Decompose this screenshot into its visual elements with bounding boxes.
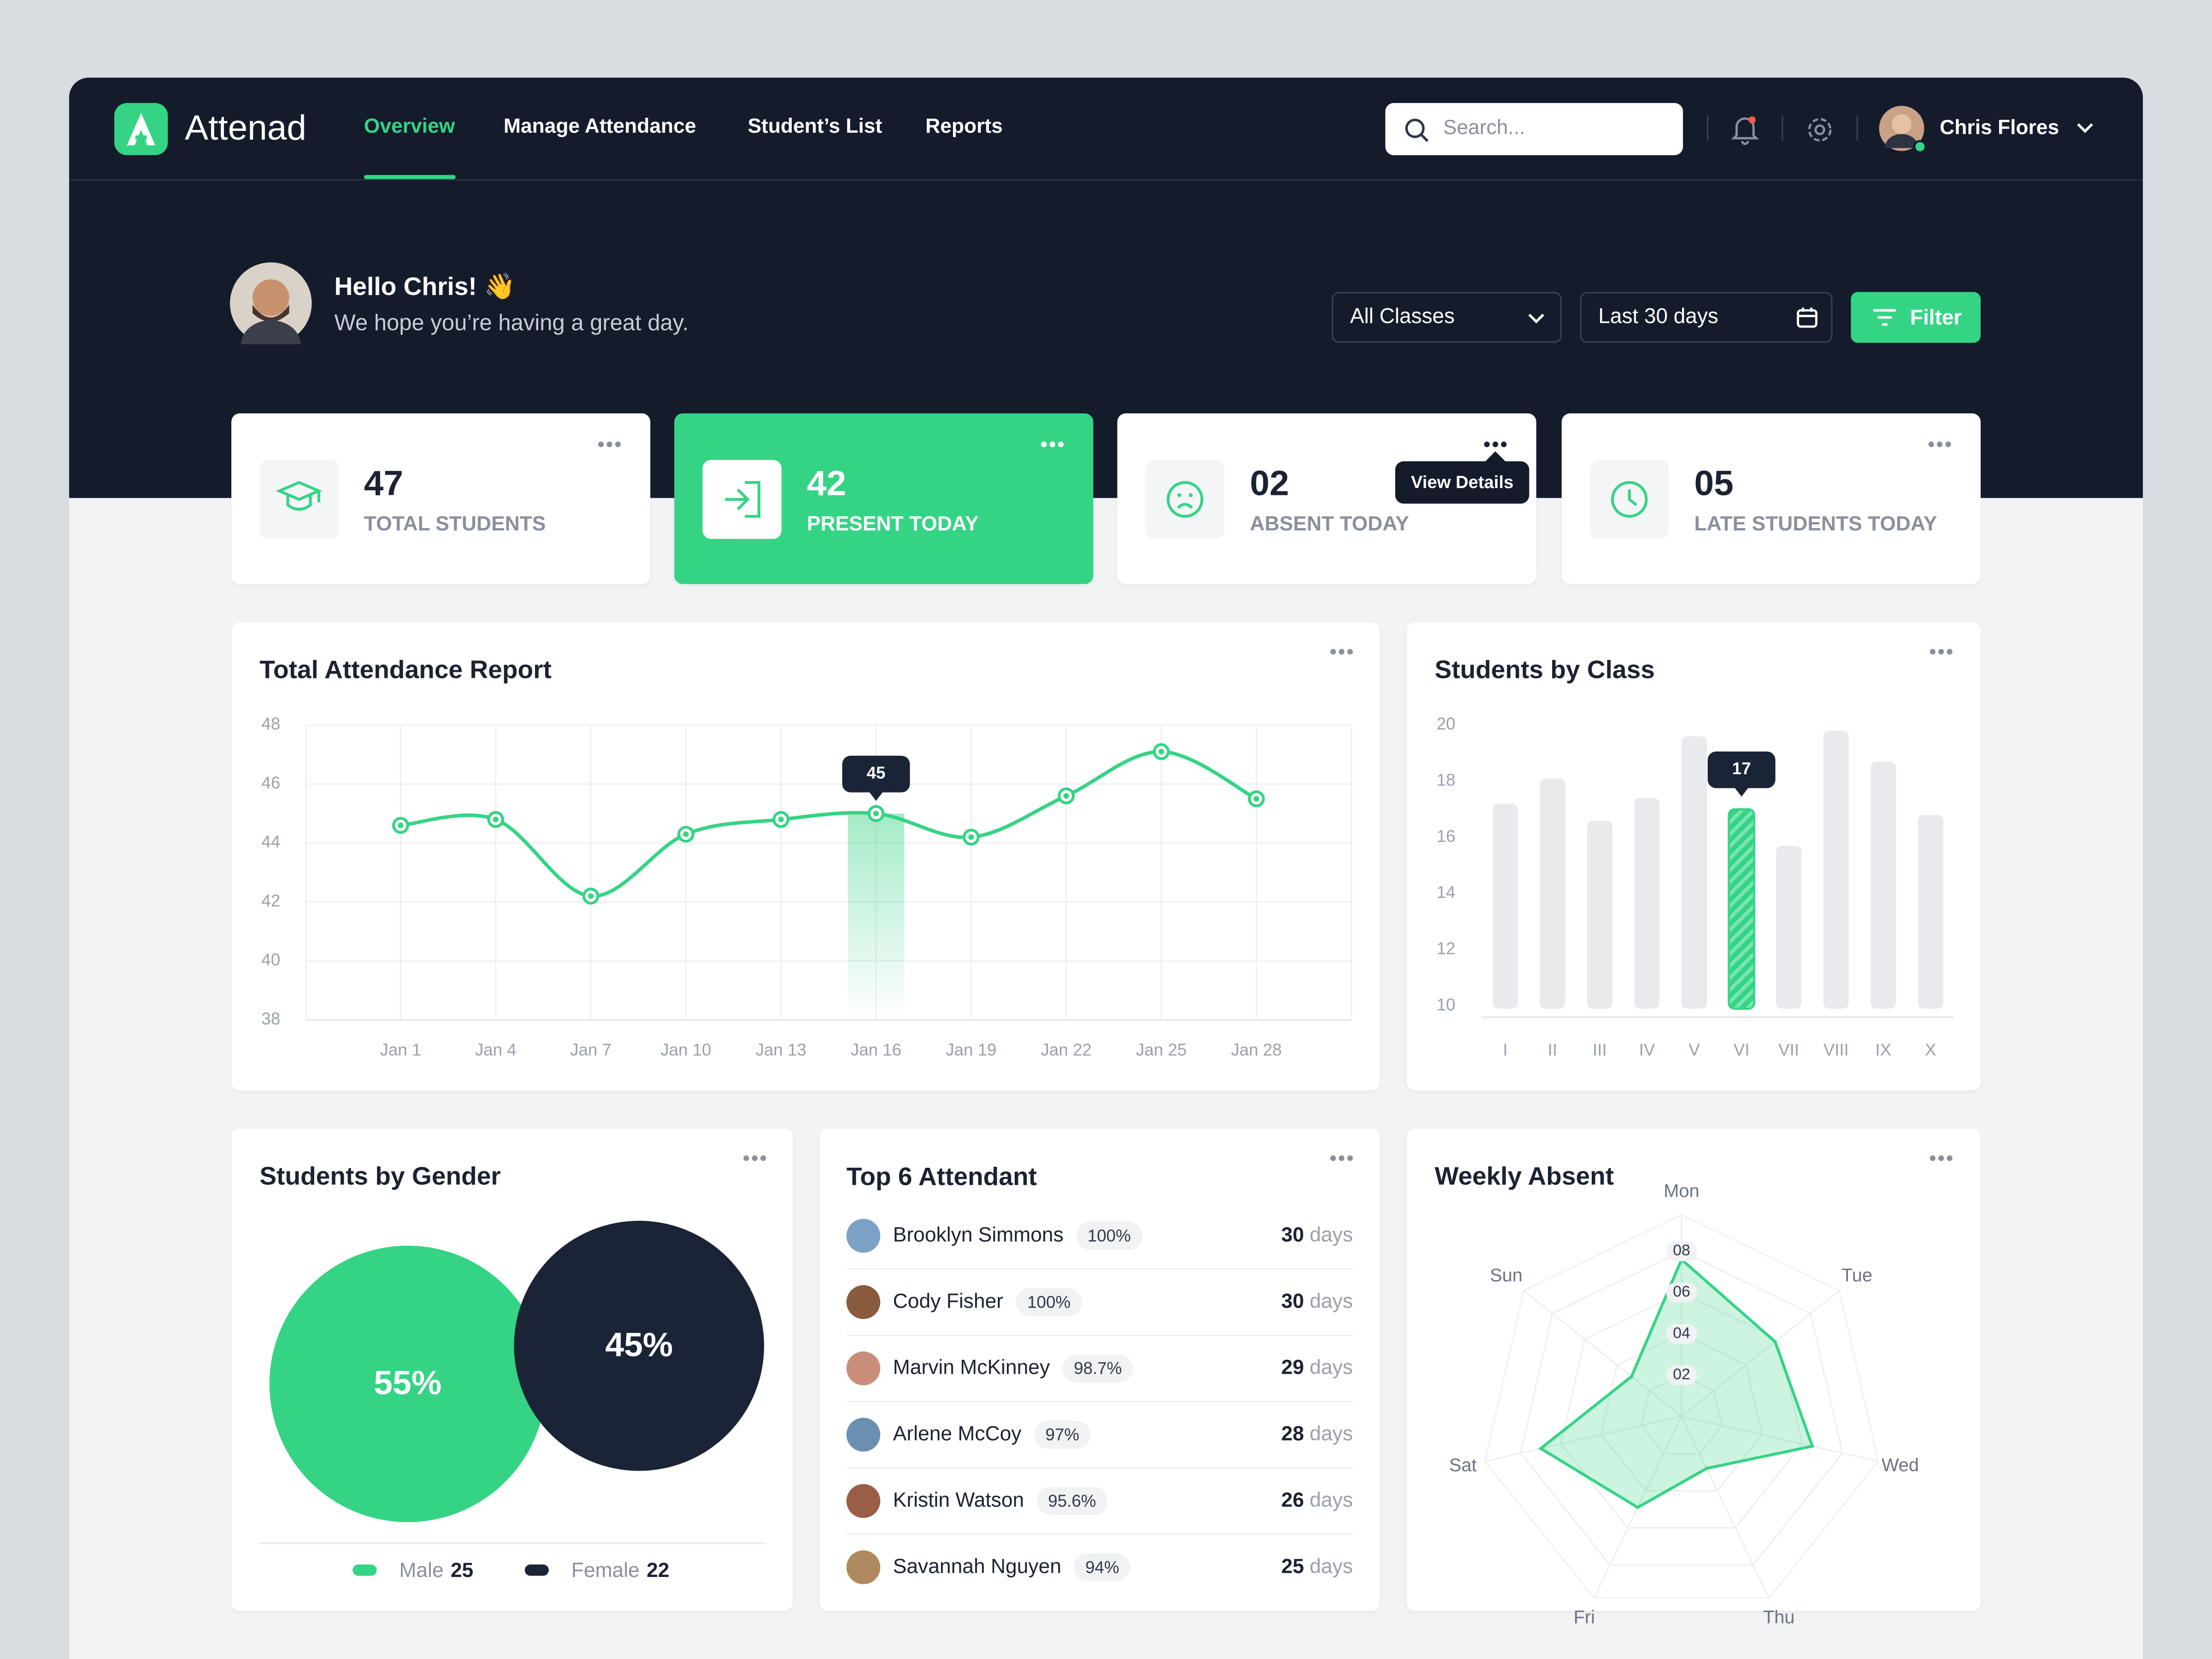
calendar-icon [1797,307,1818,328]
attendant-percent: 98.7% [1062,1354,1133,1382]
days-unit: days [1309,1423,1353,1446]
user-chevron[interactable] [2077,121,2094,135]
class-dropdown-label: All Classes [1350,305,1455,329]
stat-icon-box [259,459,339,539]
attendant-avatar [846,1418,881,1452]
stat-icon-box [702,459,782,539]
attendant-days: 26 [1281,1489,1304,1512]
attendant-row: Marvin McKinney 98.7% 29 days [846,1336,1353,1402]
logo[interactable] [114,103,168,155]
attendant-avatar [846,1550,881,1584]
gender-card [231,1128,793,1611]
attendant-name: Brooklyn Simmons [893,1224,1064,1247]
top-attendant-card: Top 6 Attendant Brooklyn Simmons 100% 30 da… [819,1128,1380,1611]
attendant-avatar [846,1484,881,1518]
stat-icon [1611,481,1648,518]
stat-value: 47 [364,464,403,504]
attendant-row: Cody Fisher 100% 30 days [846,1270,1353,1336]
period-dropdown-label: Last 30 days [1598,305,1718,329]
card-title: Top 6 Attendant [846,1162,1037,1191]
user-avatar[interactable] [1879,106,1927,154]
stat-label: PRESENT TODAY [807,513,979,536]
nav-divider [69,179,2143,181]
separator [1782,116,1783,141]
attendant-list: Brooklyn Simmons 100% 30 days Cody Fisher 100… [846,1203,1353,1600]
attendant-name: Kristin Watson [893,1489,1024,1512]
stat-label: LATE STUDENTS TODAY [1694,513,1937,536]
nav-link[interactable]: Student’s List [747,116,882,138]
attendant-name: Cody Fisher [893,1291,1004,1313]
tooltip-text: View Details [1411,472,1514,493]
stat-card[interactable]: 42 PRESENT TODAY [674,413,1094,584]
attendant-days: 25 [1281,1556,1304,1579]
nav-link[interactable]: Reports [925,116,1003,138]
filter-icon [1873,309,1896,326]
attendant-percent: 97% [1034,1420,1091,1449]
attendant-days: 30 [1281,1291,1304,1313]
days-unit: days [1309,1291,1353,1313]
filter-button-label: Filter [1910,306,1962,330]
nav-link[interactable]: Overview [364,116,455,138]
weekly-absent-card [1406,1128,1981,1611]
stat-icon-box [1590,459,1669,539]
notification-bell[interactable] [1730,114,1760,145]
attendant-row: Arlene McCoy 97% 28 days [846,1402,1353,1469]
class-dropdown[interactable]: All Classes [1331,292,1562,343]
attendant-days: 30 [1281,1224,1304,1247]
user-name[interactable]: Chris Flores [1940,117,2059,140]
stat-icon-box [1145,459,1225,539]
attendant-row: Savannah Nguyen 94% 25 days [846,1535,1353,1600]
attendant-avatar [846,1351,881,1386]
attendant-days: 28 [1281,1423,1304,1446]
attendant-name: Savannah Nguyen [893,1556,1062,1579]
greeting-avatar [229,262,312,344]
attendant-percent: 100% [1076,1222,1142,1250]
brand: Attenad [185,108,306,148]
separator [1856,116,1858,141]
stat-card[interactable]: 05 LATE STUDENTS TODAY [1561,413,1981,584]
stat-icon [1166,481,1204,518]
attendant-row: Kristin Watson 95.6% 26 days [846,1469,1353,1535]
days-unit: days [1309,1556,1353,1579]
attendant-name: Arlene McCoy [893,1423,1022,1446]
attendant-avatar [846,1285,881,1319]
days-unit: days [1309,1357,1353,1380]
attendant-name: Marvin McKinney [893,1357,1050,1380]
separator [1707,116,1709,141]
attendant-days: 29 [1281,1357,1304,1380]
attendant-percent: 100% [1016,1288,1082,1317]
attendant-row: Brooklyn Simmons 100% 30 days [846,1203,1353,1270]
stat-value: 42 [807,464,847,504]
stat-value: 05 [1694,464,1734,504]
stat-card[interactable]: 47 TOTAL STUDENTS [231,413,651,584]
stat-icon [276,481,323,511]
days-unit: days [1309,1224,1353,1247]
greeting-title: Hello Chris! 👋 [334,272,516,301]
attendant-percent: 95.6% [1036,1487,1107,1515]
search-placeholder: Search... [1443,117,1525,140]
view-details-tooltip: View Details [1395,451,1530,504]
class-card [1406,622,1981,1091]
stat-label: ABSENT TODAY [1250,513,1409,536]
stat-value: 02 [1250,464,1289,504]
attendance-card [231,622,1380,1091]
active-underline [364,175,456,179]
settings-gear[interactable] [1804,114,1835,145]
stat-label: TOTAL STUDENTS [364,513,546,536]
filter-button[interactable]: Filter [1851,292,1981,343]
search-box[interactable]: Search... [1385,103,1683,155]
chevron [1528,313,1544,324]
stat-icon [725,481,760,518]
attendant-percent: 94% [1074,1553,1131,1582]
attendant-avatar [846,1218,881,1253]
search-icon [1405,118,1429,142]
period-dropdown[interactable]: Last 30 days [1580,292,1833,343]
days-unit: days [1309,1489,1353,1512]
greeting-subtitle: We hope you’re having a great day. [334,312,689,336]
nav-link[interactable]: Manage Attendance [503,116,696,138]
